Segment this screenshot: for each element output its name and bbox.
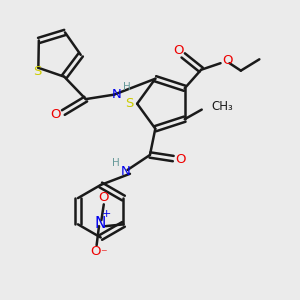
Text: N: N (120, 165, 130, 178)
Text: H: H (123, 82, 130, 92)
Text: +: + (102, 209, 112, 219)
Text: S: S (33, 65, 41, 78)
Text: ⁻: ⁻ (100, 248, 106, 261)
Text: CH₃: CH₃ (212, 100, 233, 113)
Text: O: O (222, 54, 232, 67)
Text: O: O (51, 107, 61, 121)
Text: N: N (112, 88, 122, 100)
Text: N: N (94, 216, 106, 231)
Text: O: O (90, 245, 101, 258)
Text: O: O (173, 44, 184, 56)
Text: H: H (112, 158, 120, 168)
Text: O: O (176, 153, 186, 166)
Text: S: S (125, 97, 133, 110)
Text: O: O (98, 191, 109, 204)
